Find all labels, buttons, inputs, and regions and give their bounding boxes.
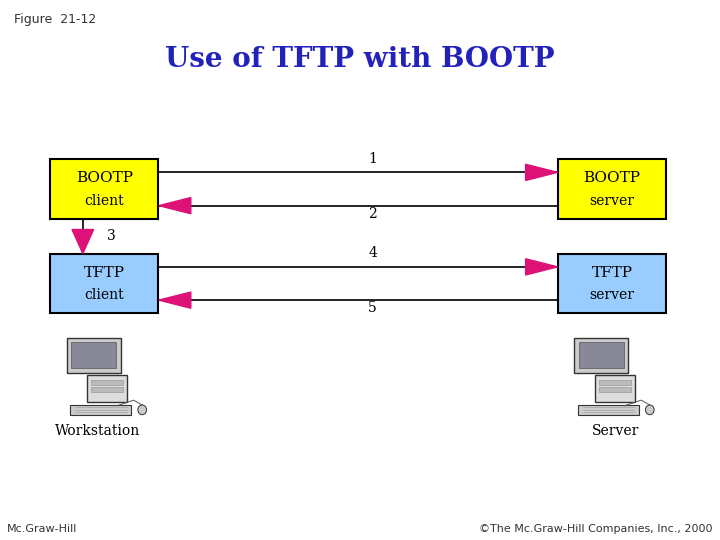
Text: 3: 3 xyxy=(107,230,116,243)
FancyArrow shape xyxy=(526,259,558,275)
FancyBboxPatch shape xyxy=(67,338,121,373)
FancyArrow shape xyxy=(158,198,191,214)
Text: Mc.Graw-Hill: Mc.Graw-Hill xyxy=(7,523,78,534)
Text: ©The Mc.Graw-Hill Companies, Inc., 2000: ©The Mc.Graw-Hill Companies, Inc., 2000 xyxy=(480,523,713,534)
FancyArrow shape xyxy=(72,230,94,254)
FancyBboxPatch shape xyxy=(71,405,132,415)
FancyBboxPatch shape xyxy=(558,254,666,313)
FancyBboxPatch shape xyxy=(599,380,631,384)
Text: 5: 5 xyxy=(368,301,377,315)
FancyArrow shape xyxy=(526,164,558,180)
FancyBboxPatch shape xyxy=(50,254,158,313)
Text: client: client xyxy=(84,288,125,302)
Text: Use of TFTP with BOOTP: Use of TFTP with BOOTP xyxy=(165,46,555,73)
Text: TFTP: TFTP xyxy=(84,266,125,280)
FancyArrow shape xyxy=(158,292,191,308)
Text: 2: 2 xyxy=(368,207,377,221)
FancyBboxPatch shape xyxy=(579,342,624,368)
Text: BOOTP: BOOTP xyxy=(583,171,641,185)
FancyBboxPatch shape xyxy=(595,375,634,402)
Text: client: client xyxy=(84,194,125,208)
Text: Workstation: Workstation xyxy=(55,424,140,438)
FancyBboxPatch shape xyxy=(577,405,639,415)
FancyBboxPatch shape xyxy=(87,375,127,402)
FancyBboxPatch shape xyxy=(91,387,123,392)
Ellipse shape xyxy=(645,405,654,415)
FancyBboxPatch shape xyxy=(50,159,158,219)
FancyBboxPatch shape xyxy=(575,338,628,373)
Text: 4: 4 xyxy=(368,246,377,260)
Ellipse shape xyxy=(138,405,147,415)
Text: server: server xyxy=(590,194,634,208)
Text: 1: 1 xyxy=(368,152,377,166)
Text: Figure  21-12: Figure 21-12 xyxy=(14,14,96,26)
Text: server: server xyxy=(590,288,634,302)
Text: BOOTP: BOOTP xyxy=(76,171,133,185)
FancyBboxPatch shape xyxy=(558,159,666,219)
FancyBboxPatch shape xyxy=(71,342,117,368)
Text: TFTP: TFTP xyxy=(592,266,632,280)
FancyBboxPatch shape xyxy=(91,380,123,384)
Text: Server: Server xyxy=(592,424,639,438)
FancyBboxPatch shape xyxy=(599,387,631,392)
